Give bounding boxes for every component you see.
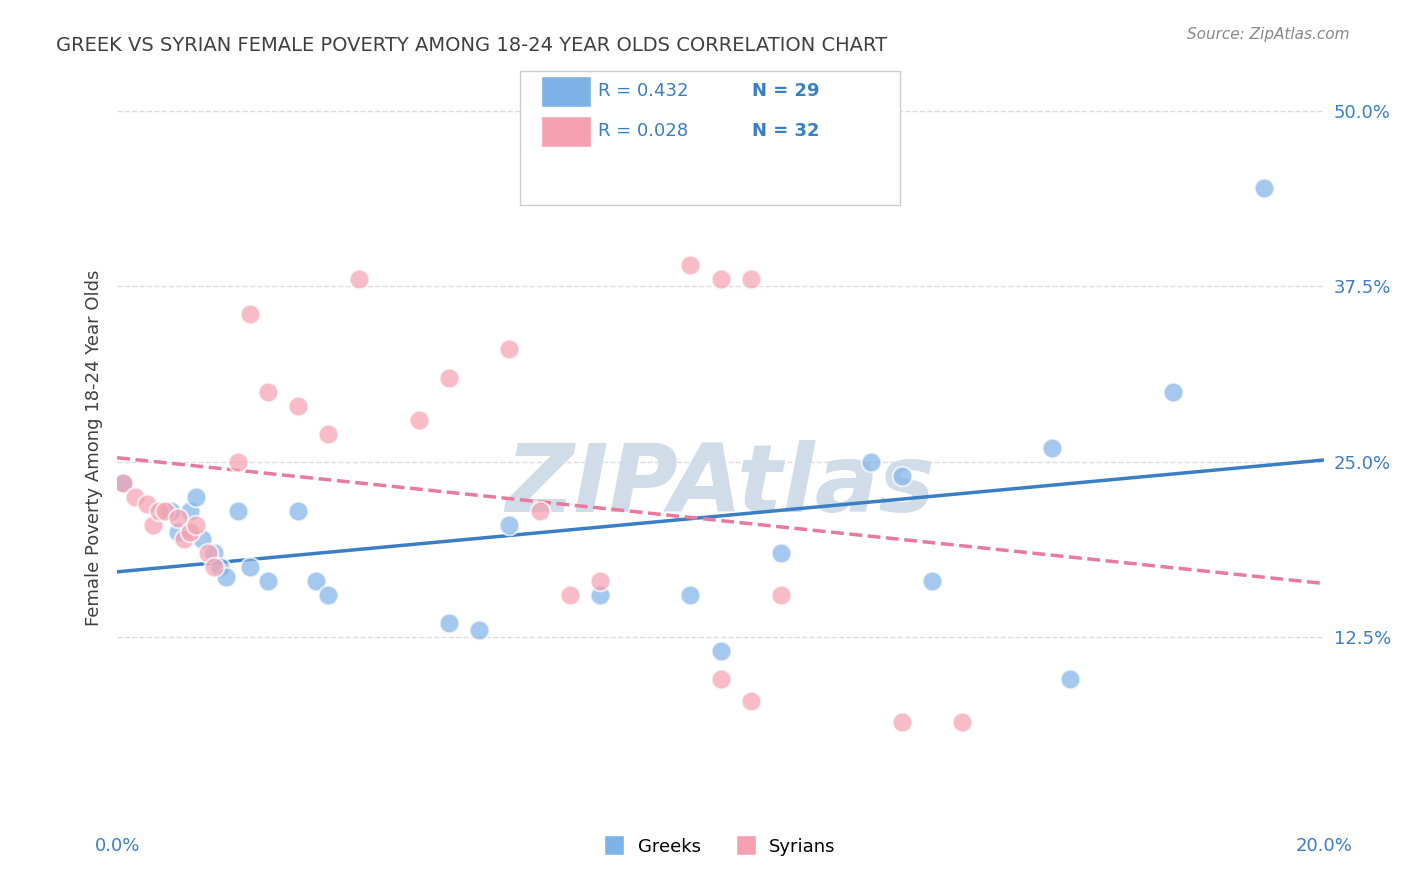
Point — [860, 455, 883, 469]
Text: GREEK VS SYRIAN FEMALE POVERTY AMONG 18-24 YEAR OLDS CORRELATION CHART: GREEK VS SYRIAN FEMALE POVERTY AMONG 18-… — [56, 36, 887, 54]
Point — [160, 504, 183, 518]
Text: R = 0.432: R = 0.432 — [598, 82, 688, 100]
Text: Source: ZipAtlas.com: Source: ZipAtlas.com — [1187, 27, 1350, 42]
Point — [287, 504, 309, 518]
Point — [679, 258, 702, 272]
Point — [166, 511, 188, 525]
Point — [257, 574, 280, 589]
Point — [226, 455, 249, 469]
Point — [155, 504, 177, 518]
Point — [239, 307, 262, 321]
Text: N = 29: N = 29 — [752, 82, 820, 100]
Point — [215, 570, 238, 584]
Point — [709, 644, 731, 658]
Point — [437, 370, 460, 384]
Text: N = 32: N = 32 — [752, 122, 820, 140]
Point — [498, 518, 520, 533]
Point — [148, 504, 170, 518]
Point — [1059, 673, 1081, 687]
Text: ZIPAtlas: ZIPAtlas — [506, 440, 935, 532]
Point — [179, 504, 201, 518]
Point — [136, 497, 159, 511]
Point — [1042, 441, 1064, 455]
Point — [468, 624, 491, 638]
Point — [112, 475, 135, 490]
Point — [709, 272, 731, 286]
Point — [112, 475, 135, 490]
Y-axis label: Female Poverty Among 18-24 Year Olds: Female Poverty Among 18-24 Year Olds — [86, 269, 103, 626]
Point — [709, 673, 731, 687]
Point — [305, 574, 328, 589]
Point — [589, 588, 612, 602]
Text: R = 0.028: R = 0.028 — [598, 122, 688, 140]
Point — [769, 546, 792, 560]
Point — [890, 714, 912, 729]
Point — [239, 560, 262, 574]
Point — [202, 560, 225, 574]
Point — [408, 412, 430, 426]
Point — [226, 504, 249, 518]
Point — [142, 518, 165, 533]
Point — [173, 532, 195, 546]
Point — [950, 714, 973, 729]
Point — [498, 343, 520, 357]
Point — [769, 588, 792, 602]
Point — [190, 532, 212, 546]
Point — [347, 272, 370, 286]
Point — [124, 490, 146, 504]
Point — [287, 399, 309, 413]
Point — [257, 384, 280, 399]
Point — [558, 588, 581, 602]
Point — [921, 574, 943, 589]
Point — [318, 588, 340, 602]
Point — [890, 468, 912, 483]
Point — [318, 426, 340, 441]
Point — [740, 272, 762, 286]
Point — [208, 560, 231, 574]
Point — [679, 588, 702, 602]
Point — [202, 546, 225, 560]
Point — [184, 518, 207, 533]
Point — [184, 490, 207, 504]
Point — [166, 524, 188, 539]
Point — [529, 504, 551, 518]
Point — [589, 574, 612, 589]
Point — [1253, 181, 1275, 195]
Point — [1161, 384, 1184, 399]
Legend: Greeks, Syrians: Greeks, Syrians — [598, 830, 844, 863]
Point — [437, 616, 460, 631]
Point — [197, 546, 219, 560]
Point — [740, 693, 762, 707]
Point — [179, 524, 201, 539]
